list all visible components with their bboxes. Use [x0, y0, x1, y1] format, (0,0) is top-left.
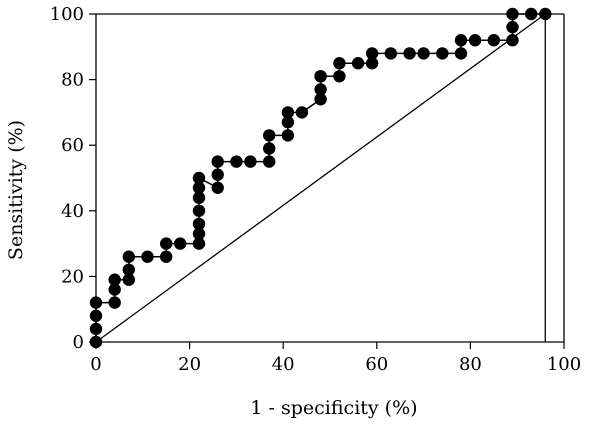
x-tick-label: 40 — [272, 354, 295, 375]
y-axis-title: Sensitivity (%) — [5, 120, 27, 260]
roc-point — [454, 34, 468, 47]
x-tick-label: 80 — [459, 354, 482, 375]
y-tick-label: 0 — [73, 332, 84, 353]
roc-point — [436, 47, 449, 60]
roc-point — [281, 116, 295, 129]
x-tick-label: 0 — [90, 354, 101, 375]
roc-point — [506, 7, 519, 21]
roc-point — [122, 273, 135, 286]
reference-line — [95, 13, 546, 343]
y-tick-label: 100 — [50, 4, 84, 25]
roc-point — [351, 57, 365, 70]
roc-point — [365, 57, 379, 70]
roc-point — [192, 237, 206, 250]
roc-point — [314, 93, 327, 106]
roc-point — [468, 34, 482, 47]
roc-point — [384, 47, 397, 60]
roc-point — [333, 70, 346, 83]
roc-point — [403, 47, 416, 60]
roc-point — [122, 263, 135, 276]
roc-point — [525, 7, 538, 21]
roc-point — [108, 273, 121, 286]
roc-point — [263, 142, 276, 155]
roc-point — [89, 335, 103, 349]
roc-point — [192, 227, 206, 240]
y-tick-label: 20 — [61, 266, 84, 287]
roc-point — [281, 106, 295, 119]
roc-point — [211, 155, 224, 168]
roc-point — [365, 47, 379, 60]
y-tick-label: 40 — [61, 201, 84, 222]
y-tick-label: 60 — [61, 135, 84, 156]
x-tick-label: 100 — [547, 354, 581, 375]
chance-diagonal — [95, 13, 546, 343]
roc-point — [506, 20, 519, 34]
roc-point — [539, 7, 552, 21]
roc-point — [281, 129, 295, 142]
y-tick-label: 80 — [61, 70, 84, 91]
roc-point — [314, 70, 327, 83]
roc-point — [244, 155, 257, 168]
roc-point — [230, 155, 243, 168]
roc-point — [192, 217, 206, 231]
roc-point — [108, 296, 121, 309]
roc-point — [506, 34, 519, 47]
roc-point — [487, 34, 500, 47]
x-axis-title: 1 - specificity (%) — [250, 397, 417, 419]
roc-point — [192, 191, 206, 204]
roc-point — [263, 129, 276, 142]
data-points — [89, 7, 552, 349]
tick-labels: 0 20 40 60 80 100 0 20 40 60 80 100 — [50, 4, 582, 375]
roc-point — [192, 171, 206, 185]
roc-point — [160, 237, 173, 250]
roc-point — [211, 168, 224, 181]
roc-point — [141, 250, 154, 263]
roc-point — [333, 57, 346, 70]
roc-point — [192, 181, 206, 194]
roc-point — [192, 204, 206, 217]
roc-point — [174, 237, 187, 250]
roc-point — [314, 83, 327, 96]
roc-point — [211, 181, 224, 194]
axes — [89, 13, 565, 349]
roc-point — [417, 47, 430, 60]
x-tick-label: 20 — [178, 354, 201, 375]
roc-point — [89, 296, 103, 309]
roc-point — [108, 283, 121, 296]
roc-point — [160, 250, 173, 263]
roc-point — [89, 322, 103, 336]
roc-point — [263, 155, 276, 168]
roc-point — [89, 309, 103, 322]
x-tick-label: 60 — [365, 354, 388, 375]
roc-point — [295, 106, 309, 119]
roc-point — [454, 47, 468, 60]
roc-point — [122, 250, 135, 263]
